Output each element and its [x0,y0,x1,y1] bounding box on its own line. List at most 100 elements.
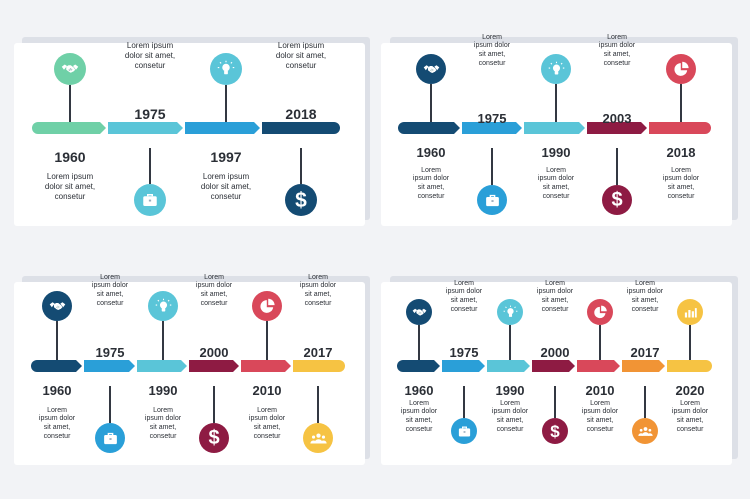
description-line: ipsum dolor [671,408,709,416]
description-line: ipsum dolor [598,42,636,50]
panel-2-year-label: 1975 [477,111,507,126]
description-line: Lorem [421,166,441,174]
panel-3-year-label: 2000 [199,345,229,360]
description-line: sit amet, [586,417,614,424]
description-line: Lorem [590,399,610,407]
dollar-icon: $ [208,427,220,449]
description-line: consetur [676,425,704,433]
panel-3-briefcase-circle [95,423,125,453]
panel-4-year-label: 2020 [675,383,705,398]
panel-3-year-label: 1960 [42,383,72,398]
panel-3-connector-line [56,321,58,360]
description-line: Lorem [409,399,429,407]
description-line: Lorem ipsum [202,172,250,181]
description-line: Lorem [680,399,700,407]
description-line: sit amet, [450,297,478,304]
panel-2-description: Lorem ipsum dolor sit amet, consetur [452,34,532,69]
description-line: Lorem [546,166,566,174]
panel-2-timeline-segment [649,122,711,134]
panel-3-description: Lorem ipsum dolor sit amet, consetur [123,407,203,442]
description-line: sit amet, [149,424,177,431]
panel-3-timeline-segment [241,360,291,372]
panel-3-year-label: 1990 [148,383,178,398]
panel-2-connector-line [680,84,682,122]
description-line: Lorem [153,406,173,414]
panel-4-description: Lorem ipsum dolor sit amet, consetur [379,400,459,435]
panel-4-timeline-segment [487,360,530,372]
panel-4-timeline-segment [397,360,440,372]
description-line: consetur [134,61,166,70]
panel-1-connector-line [225,85,227,122]
description-line: consetur [43,432,71,440]
panel-4-description: Lorem ipsum dolor sit amet, consetur [515,280,595,315]
description-line: Lorem [47,406,67,414]
panel-3-description: Lorem ipsum dolor sit amet, consetur [227,407,307,442]
panel-2-timeline-segment [398,122,460,134]
panel-3-lightbulb-circle [148,291,178,321]
dollar-icon: $ [550,421,560,441]
description-line: sit amet, [253,424,281,431]
panel-4-timeline-segment [622,360,665,372]
panel-3-timeline-segment [137,360,187,372]
description-line: sit amet, [603,51,631,58]
description-line: consetur [54,192,86,201]
description-line: sit amet, [405,417,433,424]
panel-4-description: Lorem ipsum dolor sit amet, consetur [424,280,504,315]
panel-4-year-label: 2010 [585,383,615,398]
panel-4-connector-line [599,325,601,360]
panel-1-description: Lorem ipsum dolor sit amet, consetur [30,172,110,202]
panel-4-pie-chart-circle [587,299,613,325]
handshake-icon [49,301,65,310]
lightbulb-icon [503,305,517,317]
panel-4-timeline-segment [667,360,712,372]
panel-4-connector-line [418,325,420,360]
panel-2-connector-line [491,148,493,185]
panel-4-connector-line [509,325,511,360]
description-line: sit amet, [631,297,659,304]
briefcase-icon [485,194,499,206]
description-line: ipsum dolor [38,415,76,423]
panel-4-connector-line [644,386,646,418]
description-line: consetur [417,192,445,200]
panel-4-connector-line [554,386,556,418]
panel-1-timeline-segment [32,122,106,134]
description-line: Lorem ipsum [46,172,94,181]
description-line: ipsum dolor [626,288,664,296]
panel-1-year-label: 1997 [210,149,242,165]
panel-4-team-circle [632,418,658,444]
panel-2-year-label: 1990 [541,145,571,160]
panel-3-timeline-segment [293,360,345,372]
panel-3-connector-line [162,321,164,360]
panel-2-handshake-circle [416,54,446,84]
description-line: Lorem [607,33,627,41]
description-line: Lorem [635,279,655,287]
panel-4-briefcase-circle [451,418,477,444]
description-line: ipsum dolor [445,288,483,296]
panel-1-briefcase-circle [134,184,166,216]
description-line: ipsum dolor [412,175,450,183]
panel-4-description: Lorem ipsum dolor sit amet, consetur [470,400,550,435]
panel-3-timeline-segment [189,360,239,372]
team-icon [637,426,653,436]
panel-3-year-label: 2017 [303,345,333,360]
panel-3-timeline-segment [84,360,135,372]
panel-1-year-label: 1975 [134,106,166,122]
description-line: ipsum dolor [91,282,129,290]
panel-1-description: Lorem ipsum dolor sit amet, consetur [110,41,190,71]
description-line: consetur [405,425,433,433]
description-line: consetur [667,192,695,200]
panel-2-connector-line [555,84,557,122]
description-line: ipsum dolor [662,175,700,183]
panel-3-description: Lorem ipsum dolor sit amet, consetur [278,274,358,309]
panel-2-year-label: 2003 [602,111,632,126]
handshake-icon [412,308,426,316]
description-line: consetur [542,192,570,200]
description-line: dolor sit amet, [275,51,327,60]
panel-3-connector-line [317,386,319,423]
panel-4-year-label: 1975 [449,345,479,360]
panel-4-timeline-segment [577,360,620,372]
dollar-icon: $ [611,189,623,211]
panel-2-pie-chart-circle [666,54,696,84]
panel-4-description: Lorem ipsum dolor sit amet, consetur [605,280,685,315]
panel-1-lightbulb-circle [210,53,242,85]
